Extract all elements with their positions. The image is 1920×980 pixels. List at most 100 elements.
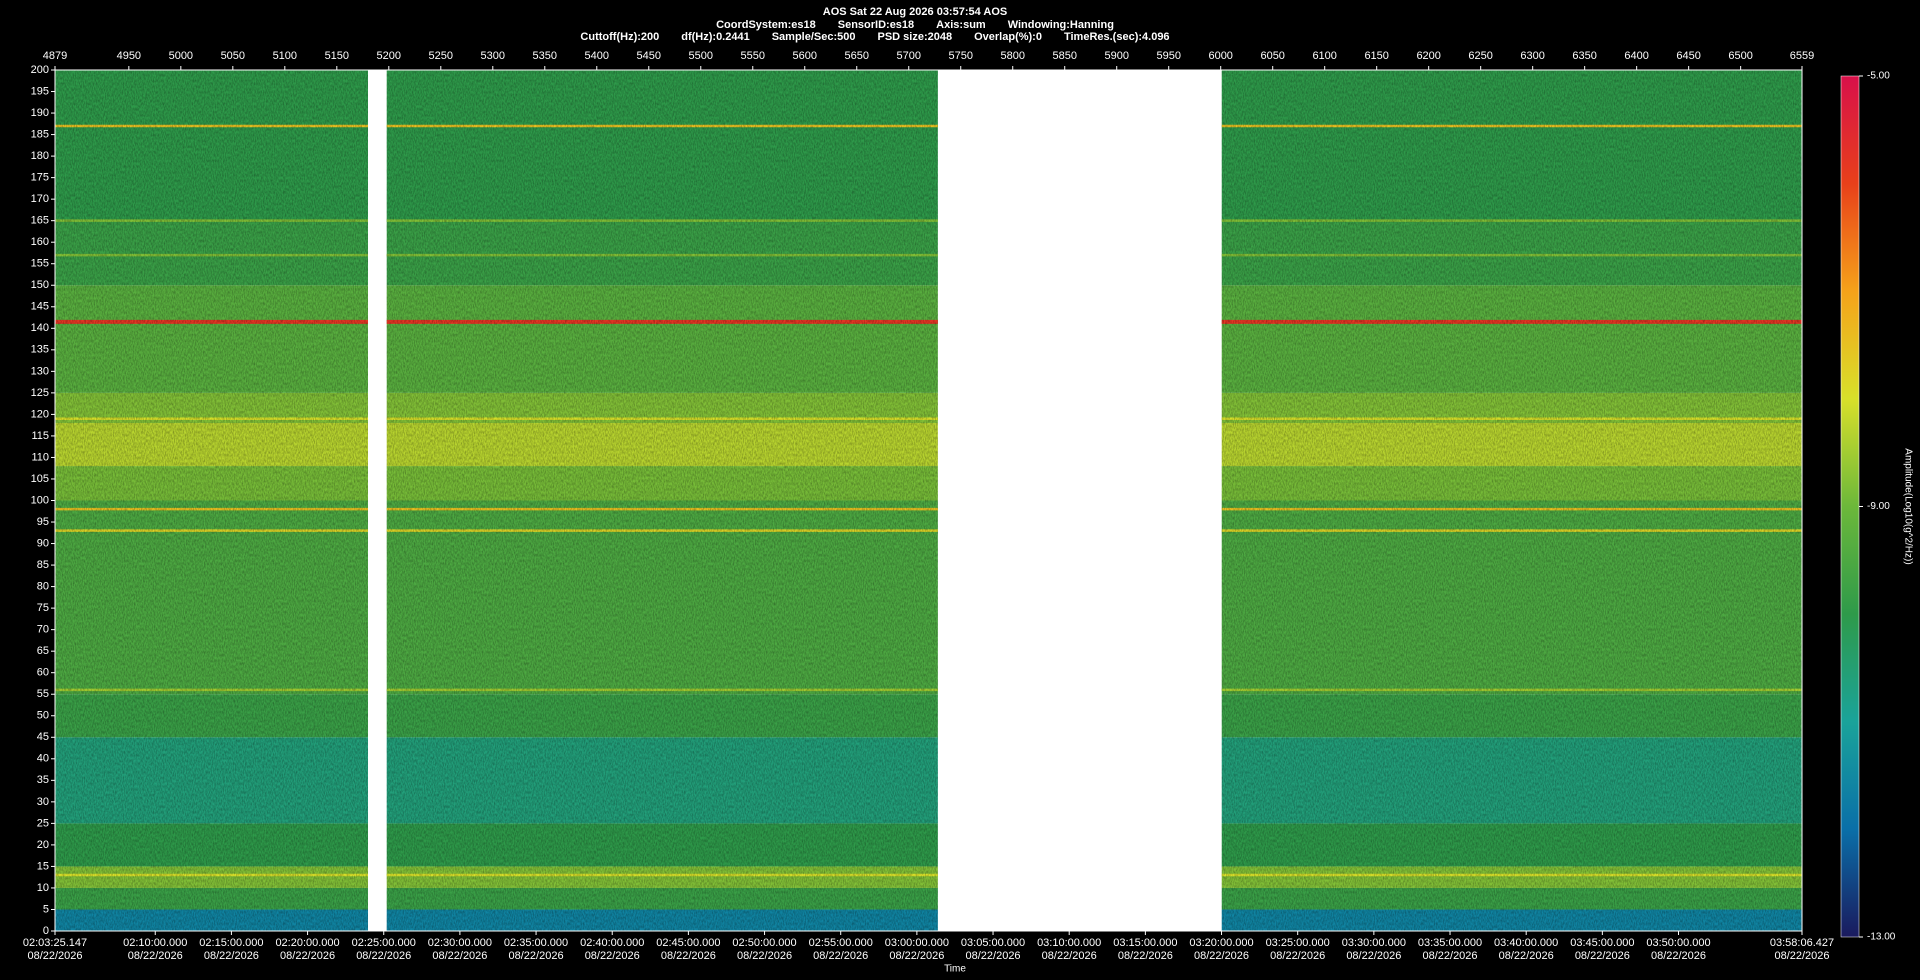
x-tick-time: 03:50:00.000	[1646, 937, 1711, 949]
x2-tick-label: 6150	[1364, 50, 1388, 62]
colorbar-tick-label: -5.00	[1867, 71, 1890, 82]
x-tick-date: 08/22/2026	[660, 950, 716, 962]
y-tick-label: 5	[43, 903, 49, 915]
y-tick-label: 45	[37, 731, 49, 743]
y-tick-label: 110	[31, 451, 49, 463]
x2-tick-label: 4950	[117, 50, 141, 62]
x-tick-label: 03:15:00.000 08/22/2026	[1090, 937, 1200, 963]
x-tick-time: 02:35:00.000	[503, 937, 569, 949]
x-tick-date: 08/22/2026	[432, 950, 488, 962]
x2-tick-label: 6200	[1416, 50, 1440, 62]
x-tick-label: 02:35:00.000 08/22/2026	[481, 937, 591, 963]
x2-tick-label: 5150	[325, 50, 349, 62]
x-tick-label: 03:50:00.000 08/22/2026	[1624, 937, 1734, 963]
x-tick-time: 03:40:00.000	[1494, 937, 1559, 949]
y-tick-label: 75	[37, 602, 49, 614]
x-tick-label: 03:40:00.000 08/22/2026	[1471, 937, 1581, 963]
title-row: AOS Sat 22 Aug 2026 03:57:54 AOS	[0, 6, 1830, 18]
x-tick-date: 08/22/2026	[356, 950, 412, 962]
info-item: CoordSystem:es18	[716, 19, 816, 31]
x2-tick-label: 5500	[689, 50, 713, 62]
y-tick-label: 175	[31, 172, 49, 184]
x-tick-time: 02:20:00.000	[275, 937, 340, 949]
x-tick-date: 08/22/2026	[280, 950, 336, 962]
chart-title: AOS Sat 22 Aug 2026 03:57:54 AOS	[822, 6, 1008, 18]
x-tick-label: 03:05:00.000 08/22/2026	[938, 937, 1048, 963]
x-tick-label: 03:30:00.000 08/22/2026	[1319, 937, 1429, 963]
x-tick-date: 08/22/2026	[1117, 950, 1173, 962]
x-tick-time: 03:05:00.000	[960, 937, 1026, 949]
x2-tick-label: 6450	[1676, 50, 1700, 62]
y-tick-label: 40	[37, 753, 49, 765]
y-tick-label: 95	[37, 516, 49, 528]
info-item: Overlap(%):0	[974, 31, 1042, 43]
x-tick-time: 03:15:00.000	[1113, 937, 1178, 949]
info-row: Cuttoff(Hz):200 df(Hz):0.2441 Sample/Sec:5…	[0, 31, 1790, 43]
x-tick-date: 08/22/2026	[1574, 950, 1630, 962]
x2-tick-label: 6500	[1728, 50, 1752, 62]
x2-tick-label: 6300	[1520, 50, 1544, 62]
x-tick-date: 08/22/2026	[1774, 950, 1830, 962]
x-tick-time: 03:00:00.000	[884, 937, 949, 949]
x2-tick-label: 5800	[1000, 50, 1024, 62]
x-tick-label: 03:45:00.000 08/22/2026	[1547, 937, 1657, 963]
y-tick-label: 200	[31, 64, 49, 76]
x-tick-time: 02:40:00.000	[580, 937, 645, 949]
x-tick-label: 02:45:00.000 08/22/2026	[633, 937, 743, 963]
y-tick-label: 35	[37, 774, 49, 786]
info-item: TimeRes.(sec):4.096	[1063, 31, 1170, 43]
x2-tick-label: 5200	[377, 50, 401, 62]
x2-tick-label: 6050	[1260, 50, 1284, 62]
colorbar	[1840, 75, 1860, 938]
x-tick-label: 03:25:00.000 08/22/2026	[1243, 937, 1353, 963]
info-item: Cuttoff(Hz):200	[580, 31, 660, 43]
x2-tick-label: 6559	[1790, 50, 1814, 62]
x-tick-time: 02:45:00.000	[656, 937, 721, 949]
x-tick-label: 02:20:00.000 08/22/2026	[253, 937, 363, 963]
x2-tick-label: 5000	[169, 50, 193, 62]
info-item: PSD size:2048	[877, 31, 953, 43]
x2-tick-label: 5750	[948, 50, 972, 62]
info-row: CoordSystem:es18 SensorID:es18 Axis:sum Win…	[0, 19, 1830, 31]
x-tick-time: 03:45:00.000	[1570, 937, 1635, 949]
x-tick-date: 08/22/2026	[1193, 950, 1250, 962]
x-tick-date: 08/22/2026	[27, 950, 83, 962]
y-tick-label: 0	[43, 925, 49, 937]
info-item: Sample/Sec:500	[771, 31, 856, 43]
x-tick-label: 02:25:00.000 08/22/2026	[329, 937, 439, 963]
y-tick-label: 135	[31, 344, 49, 356]
x2-tick-label: 5100	[273, 50, 297, 62]
x-tick-time: 02:50:00.000	[732, 937, 797, 949]
x-tick-date: 08/22/2026	[203, 950, 259, 962]
y-tick-label: 25	[37, 817, 49, 829]
x2-tick-label: 5650	[845, 50, 869, 62]
x-tick-label: 03:10:00.000 08/22/2026	[1014, 937, 1124, 963]
y-tick-label: 50	[37, 710, 49, 722]
y-tick-label: 125	[31, 387, 49, 399]
x-tick-date: 08/22/2026	[1422, 950, 1478, 962]
x2-tick-label: 4879	[43, 50, 67, 62]
x-tick-time: 02:30:00.000	[427, 937, 492, 949]
x2-tick-label: 5400	[585, 50, 609, 62]
y-tick-label: 90	[37, 537, 49, 549]
x-tick-time: 02:10:00.000	[123, 937, 188, 949]
y-tick-label: 160	[31, 236, 49, 248]
y-tick-label: 150	[31, 279, 49, 291]
y-tick-label: 85	[37, 559, 49, 571]
x-tick-time: 02:55:00.000	[808, 937, 873, 949]
info-item: SensorID:es18	[837, 19, 915, 31]
x-tick-date: 08/22/2026	[1346, 950, 1402, 962]
y-tick-label: 130	[31, 365, 49, 377]
x2-tick-label: 5550	[741, 50, 765, 62]
x-tick-date: 08/22/2026	[1498, 950, 1554, 962]
x-tick-time: 03:25:00.000	[1265, 937, 1330, 949]
x-tick-date: 08/22/2026	[965, 950, 1021, 962]
x-axis-label: Time	[944, 964, 966, 975]
y-tick-label: 145	[31, 301, 49, 313]
x-tick-date: 08/22/2026	[1270, 950, 1326, 962]
x-tick-label: 02:03:25.147 08/22/2026	[0, 937, 110, 963]
x-tick-label: 03:35:00.000 08/22/2026	[1395, 937, 1505, 963]
x-tick-date: 08/22/2026	[1041, 950, 1097, 962]
x-tick-time: 03:20:00.000	[1189, 937, 1254, 949]
